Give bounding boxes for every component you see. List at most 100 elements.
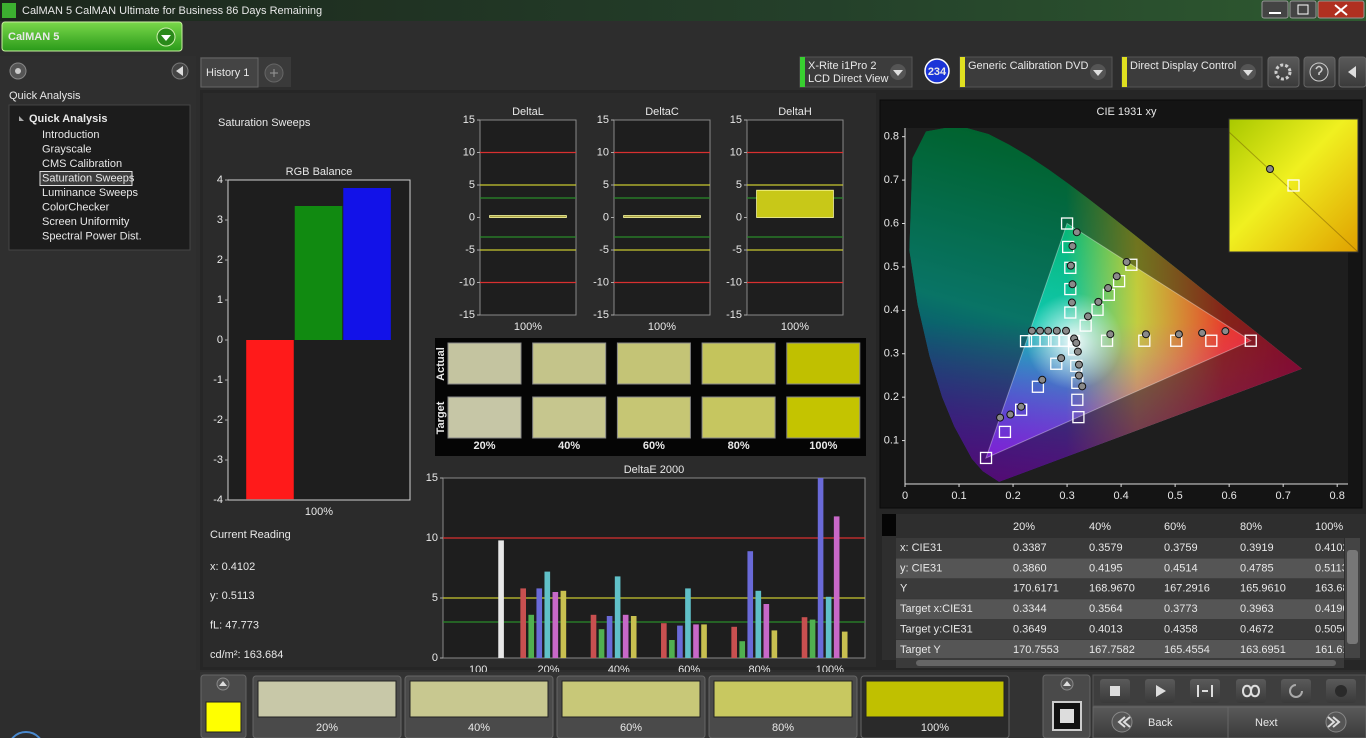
y-tick-label: -4 (213, 494, 223, 506)
bar (246, 340, 294, 500)
target-point (1205, 334, 1218, 347)
y-tick-label: 0 (603, 211, 609, 223)
reading-line: cd/m²: 163.684 (210, 649, 283, 661)
y-tick-label: 1 (217, 294, 223, 306)
x-tick-label: 0.8 (1330, 490, 1345, 502)
refresh-button[interactable] (1281, 679, 1311, 703)
swatch-tile-label: 20% (316, 722, 338, 734)
tree-item[interactable]: Spectral Power Dist. (42, 230, 142, 242)
chart-title: DeltaE 2000 (624, 464, 685, 476)
tree-items: Introduction Grayscale CMS Calibration Satu… (39, 129, 142, 242)
tree-item[interactable]: Saturation Sweeps (42, 172, 135, 184)
restore-button[interactable] (1289, 0, 1317, 19)
table-cell: 0.4195 (1089, 562, 1123, 574)
next-label: Next (1255, 717, 1278, 729)
table-row (896, 578, 1344, 599)
measured-point (1044, 326, 1053, 335)
chart-title: CIE 1931 xy (1097, 106, 1157, 118)
chart-title: DeltaC (645, 106, 679, 118)
measured-point (1078, 382, 1087, 391)
bar (498, 540, 504, 658)
y-tick-label: 0 (432, 652, 438, 664)
bar (756, 189, 834, 218)
target-point (1071, 393, 1084, 406)
table-cell: 0.3919 (1240, 542, 1274, 554)
y-tick-label: 0.4 (884, 304, 899, 316)
settings-button[interactable] (1267, 56, 1300, 88)
page-title: Saturation Sweeps (218, 117, 311, 129)
target-swatch (532, 396, 607, 439)
measured-point (1074, 371, 1083, 380)
bar (817, 478, 824, 658)
y-tick-label: 0 (217, 334, 223, 346)
y-tick-label: 0.6 (884, 217, 899, 229)
bar (771, 630, 778, 658)
target-point (1031, 380, 1045, 393)
source-box[interactable] (959, 56, 1113, 88)
bar (536, 588, 543, 658)
bar (590, 614, 597, 658)
swatch-tile-color (865, 680, 1005, 718)
tree-item[interactable]: Luminance Sweeps (42, 187, 139, 199)
bar (841, 631, 848, 658)
table-header: 60% (1164, 521, 1186, 533)
x-tick-label: 0.1 (951, 490, 966, 502)
target-point (1047, 334, 1061, 347)
tree-item[interactable]: ColorChecker (42, 201, 110, 213)
y-tick-label: -5 (732, 244, 742, 256)
table-cell: 0.4102 (1315, 542, 1349, 554)
y-tick-label: 10 (426, 532, 438, 544)
table-header: 100% (1315, 521, 1343, 533)
y-tick-label: -1 (213, 374, 223, 386)
measured-point (1052, 326, 1061, 335)
target-point (1050, 357, 1063, 370)
table-row (896, 599, 1344, 620)
tab[interactable] (200, 57, 259, 88)
measured-point (1072, 228, 1081, 237)
bar (731, 626, 737, 658)
zoom-inset-target (1287, 179, 1300, 192)
minimize-button[interactable] (1261, 0, 1289, 19)
y-tick-label: 0.2 (884, 391, 899, 403)
tree-item[interactable]: Introduction (42, 129, 99, 141)
tree-item[interactable]: CMS Calibration (42, 158, 122, 170)
measured-point (1006, 410, 1015, 419)
measured-point (1074, 360, 1083, 369)
display-control-box[interactable] (1121, 56, 1263, 88)
bar (544, 571, 551, 658)
bar (669, 640, 675, 658)
table-cell: 0.3860 (1013, 562, 1047, 574)
measured-point (1141, 330, 1150, 339)
badge (924, 58, 950, 84)
y-tick-label: 5 (432, 592, 438, 604)
x-tick-label: 0.3 (1059, 490, 1074, 502)
current-reading-title: Current Reading (210, 529, 291, 541)
y-tick-label: 15 (463, 114, 475, 126)
bar (614, 576, 621, 658)
table-row (896, 538, 1344, 558)
zoom-inset-measured (1266, 165, 1274, 173)
target-swatch (447, 396, 522, 439)
measured-point (1104, 284, 1113, 293)
bar (801, 617, 808, 658)
swatch-tile-color (409, 680, 549, 718)
playback-controls: Back Next (1042, 674, 1366, 738)
target-point (979, 451, 993, 465)
reading-line: x: 0.4102 (210, 561, 255, 573)
tree-root[interactable]: Quick Analysis (29, 113, 107, 125)
y-tick-label: 0.7 (884, 174, 899, 186)
x-tick-label: 100% (781, 321, 809, 333)
tree-item[interactable]: Grayscale (42, 143, 92, 155)
y-tick-label: 5 (736, 179, 742, 191)
logo-button[interactable] (1, 21, 183, 52)
actual-label: Actual (435, 347, 447, 381)
table-cell: 0.4514 (1164, 562, 1198, 574)
swatch-label: 40% (558, 440, 580, 452)
start-orb[interactable] (8, 731, 44, 738)
bar (685, 588, 691, 658)
bar (763, 604, 770, 658)
bar (598, 629, 605, 658)
x-tick-label: 0.2 (1005, 490, 1020, 502)
y-tick-label: -10 (726, 276, 742, 288)
tree-item[interactable]: Screen Uniformity (42, 216, 130, 228)
